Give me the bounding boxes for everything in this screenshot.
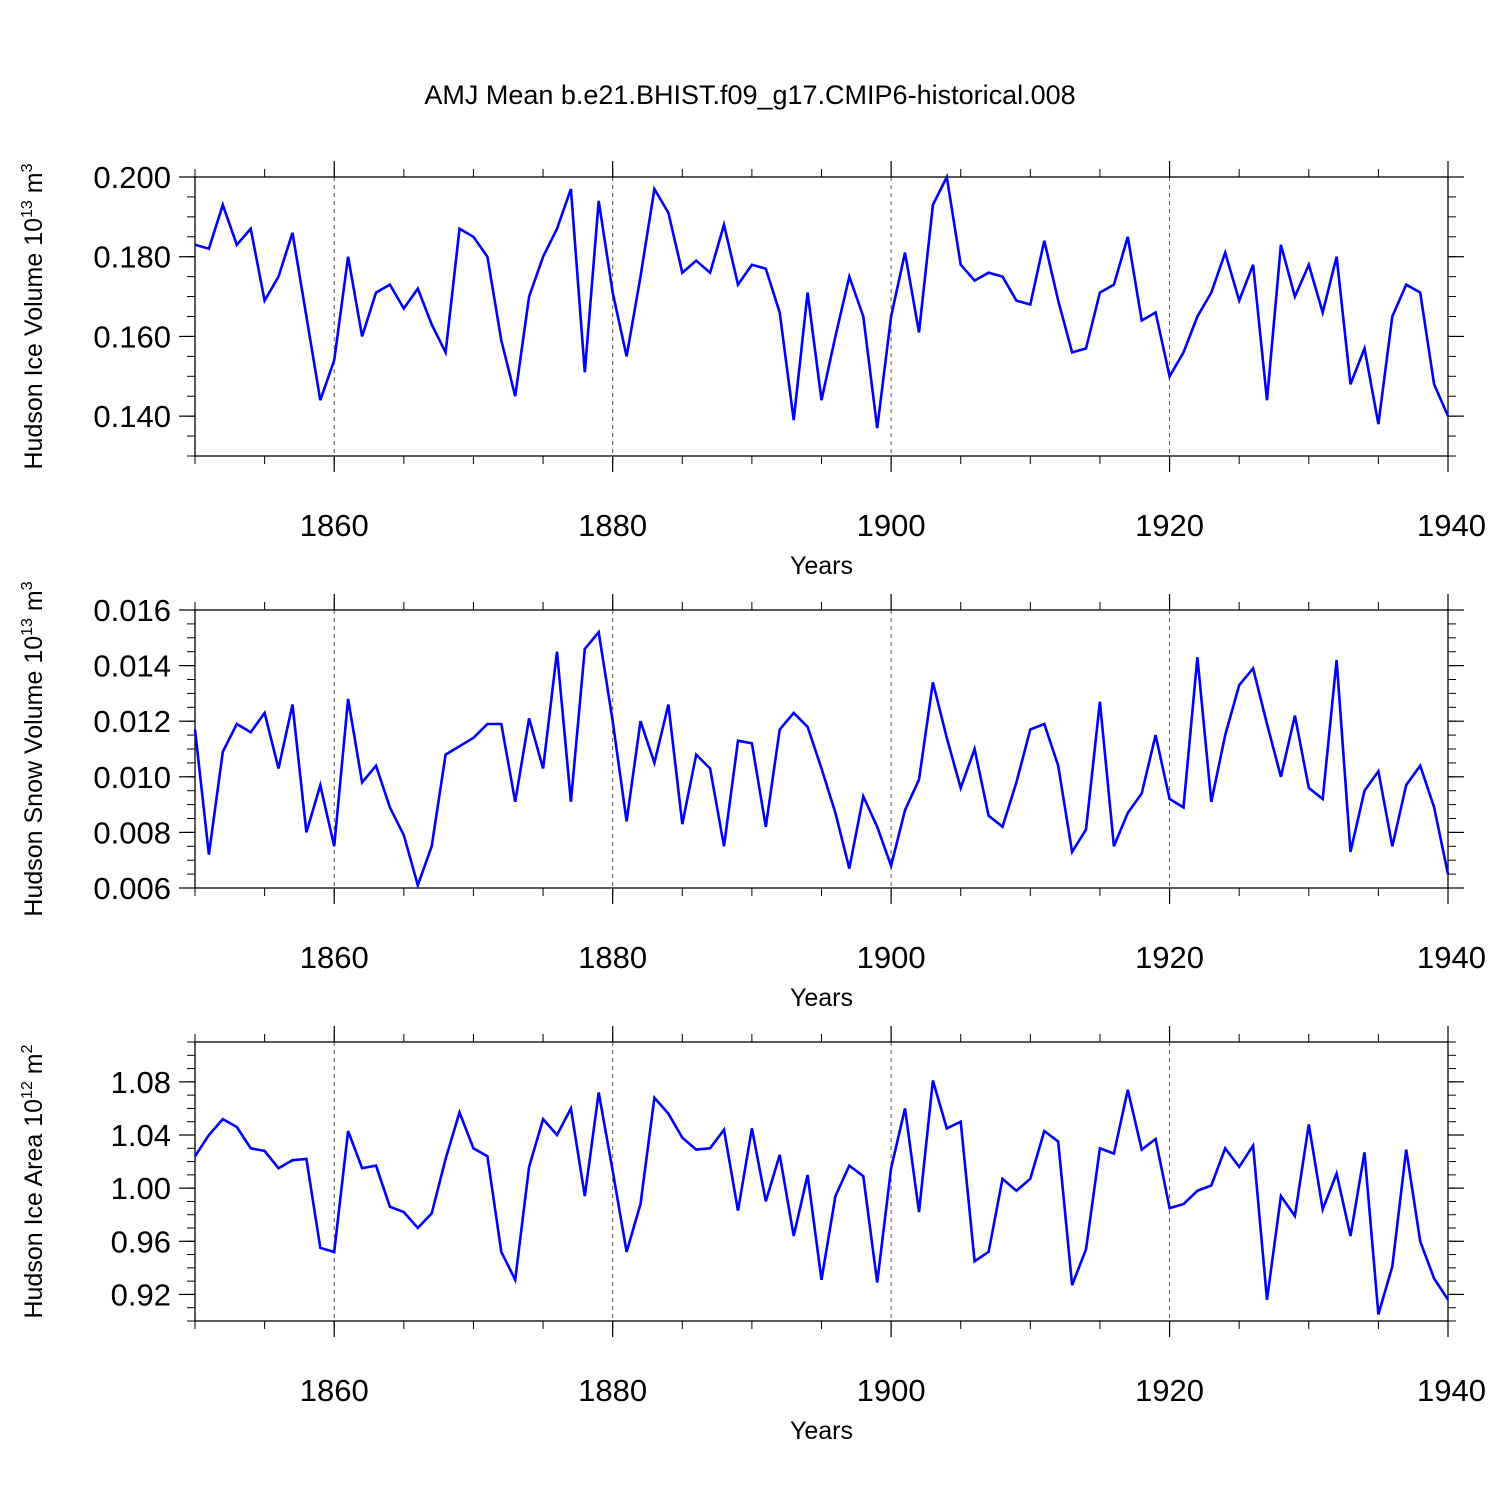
- ice-area-y-tick-label: 1.08: [111, 1065, 171, 1100]
- ice-volume-x-tick-label: 1860: [300, 508, 369, 543]
- ice-area-y-tick-label: 0.96: [111, 1224, 171, 1259]
- ice-volume-y-tick-label: 0.200: [93, 160, 171, 195]
- snow-volume-y-tick-label: 0.012: [93, 704, 171, 739]
- ice-area-x-tick-label: 1900: [857, 1373, 926, 1408]
- snow-volume-plot-frame: [194, 609, 1449, 889]
- ice-volume-x-tick-label: 1920: [1135, 508, 1204, 543]
- ice-volume-x-tick-label: 1880: [578, 508, 647, 543]
- snow-volume-y-tick-label: 0.006: [93, 871, 171, 906]
- snow-volume-y-tick-label: 0.008: [93, 815, 171, 850]
- ice-volume-x-tick-label: 1900: [857, 508, 926, 543]
- figure-title: AMJ Mean b.e21.BHIST.f09_g17.CMIP6-histo…: [424, 80, 1076, 110]
- snow-volume-y-tick-label: 0.010: [93, 760, 171, 795]
- snow-volume-x-tick-label: 1880: [578, 940, 647, 975]
- ice-area-y-tick-label: 1.00: [111, 1171, 171, 1206]
- snow-volume-x-tick-label: 1900: [857, 940, 926, 975]
- ice-volume-plot-frame: [194, 176, 1449, 457]
- ice-volume-y-tick-label: 0.180: [93, 240, 171, 275]
- snow-volume-y-axis-label: Hudson Snow Volume 1013 m3: [19, 581, 48, 916]
- ice-area-x-tick-label: 1860: [300, 1373, 369, 1408]
- snow-volume-x-tick-label: 1940: [1417, 940, 1486, 975]
- ice-volume-series-line: [194, 172, 1450, 429]
- ice-area-x-tick-label: 1940: [1417, 1373, 1486, 1408]
- ice-volume-x-tick-label: 1940: [1417, 508, 1486, 543]
- ice-area-x-axis-label: Years: [790, 1417, 853, 1445]
- snow-volume-y-tick-label: 0.016: [93, 593, 171, 628]
- snow-volume-x-tick-label: 1860: [300, 940, 369, 975]
- snow-volume-series-line: [193, 629, 1450, 890]
- ice-area-y-tick-label: 1.04: [111, 1118, 171, 1153]
- ice-volume-x-axis-label: Years: [790, 552, 853, 580]
- ice-volume-y-tick-label: 0.140: [93, 399, 171, 434]
- ice-volume-y-axis-label: Hudson Ice Volume 1013 m3: [19, 163, 48, 469]
- ice-volume-y-tick-label: 0.160: [93, 319, 171, 354]
- ice-area-y-tick-label: 0.92: [111, 1277, 171, 1312]
- ice-area-x-tick-label: 1880: [578, 1373, 647, 1408]
- ice-area-y-axis-label: Hudson Ice Area 1012 m2: [19, 1044, 48, 1318]
- snow-volume-x-axis-label: Years: [790, 984, 853, 1012]
- ice-area-series-line: [193, 1080, 1450, 1315]
- snow-volume-x-tick-label: 1920: [1135, 940, 1204, 975]
- snow-volume-y-tick-label: 0.014: [93, 649, 171, 684]
- ice-area-x-tick-label: 1920: [1135, 1373, 1204, 1408]
